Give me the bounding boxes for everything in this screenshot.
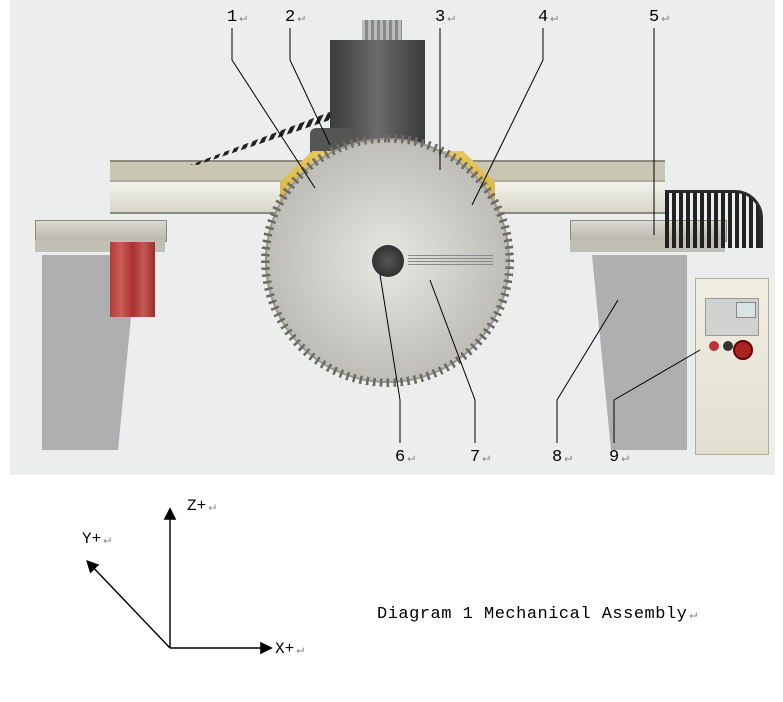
return-mark-icon: ↵	[550, 10, 558, 25]
blade-bars	[408, 255, 493, 265]
return-mark-icon: ↵	[621, 450, 629, 465]
pedestal-right	[592, 255, 687, 450]
return-mark-icon: ↵	[447, 10, 455, 25]
machine-photo-area	[10, 0, 775, 475]
callout-7: 7↵	[470, 448, 490, 467]
return-mark-icon: ↵	[661, 10, 669, 25]
return-mark-icon: ↵	[407, 450, 415, 465]
return-mark-icon: ↵	[564, 450, 572, 465]
callout-2-num: 2	[285, 8, 295, 27]
callout-5: 5↵	[649, 8, 669, 27]
callout-3-num: 3	[435, 8, 445, 27]
return-mark-icon: ↵	[482, 450, 490, 465]
return-mark-icon: ↵	[297, 10, 305, 25]
return-mark-icon: ↵	[239, 10, 247, 25]
caption-text: Diagram 1 Mechanical Assembly	[377, 605, 687, 624]
diagram-caption: Diagram 1 Mechanical Assembly↵	[377, 605, 698, 624]
axis-z-label: Z+↵	[187, 497, 216, 515]
callout-4: 4↵	[538, 8, 558, 27]
callout-8-num: 8	[552, 448, 562, 467]
axis-z-text: Z+	[187, 497, 206, 515]
callout-6-num: 6	[395, 448, 405, 467]
control-btn-black	[723, 341, 733, 351]
callout-6: 6↵	[395, 448, 415, 467]
cable-chain-right	[665, 190, 763, 248]
axis-x-text: X+	[275, 640, 294, 658]
control-screen	[736, 302, 756, 318]
callout-4-num: 4	[538, 8, 548, 27]
callout-1: 1↵	[227, 8, 247, 27]
callout-9-num: 9	[609, 448, 619, 467]
axis-y-label: Y+↵	[82, 530, 111, 548]
control-estop	[733, 340, 753, 360]
callout-1-num: 1	[227, 8, 237, 27]
diagram-root: 1↵ 2↵ 3↵ 4↵ 5↵ 6↵ 7↵ 8↵ 9↵ Y+↵ Z+↵ X+↵ D…	[0, 0, 783, 702]
callout-8: 8↵	[552, 448, 572, 467]
control-btn-red	[709, 341, 719, 351]
callout-5-num: 5	[649, 8, 659, 27]
axis-y-text: Y+	[82, 530, 101, 548]
red-cloth	[110, 242, 155, 317]
shelf-left	[35, 220, 167, 242]
callout-3: 3↵	[435, 8, 455, 27]
return-mark-icon: ↵	[103, 532, 111, 547]
blade-hub	[372, 245, 404, 277]
callout-7-num: 7	[470, 448, 480, 467]
return-mark-icon: ↵	[208, 499, 216, 514]
callout-9: 9↵	[609, 448, 629, 467]
callout-2: 2↵	[285, 8, 305, 27]
axis-x-label: X+↵	[275, 640, 304, 658]
return-mark-icon: ↵	[689, 607, 697, 622]
return-mark-icon: ↵	[296, 642, 304, 657]
